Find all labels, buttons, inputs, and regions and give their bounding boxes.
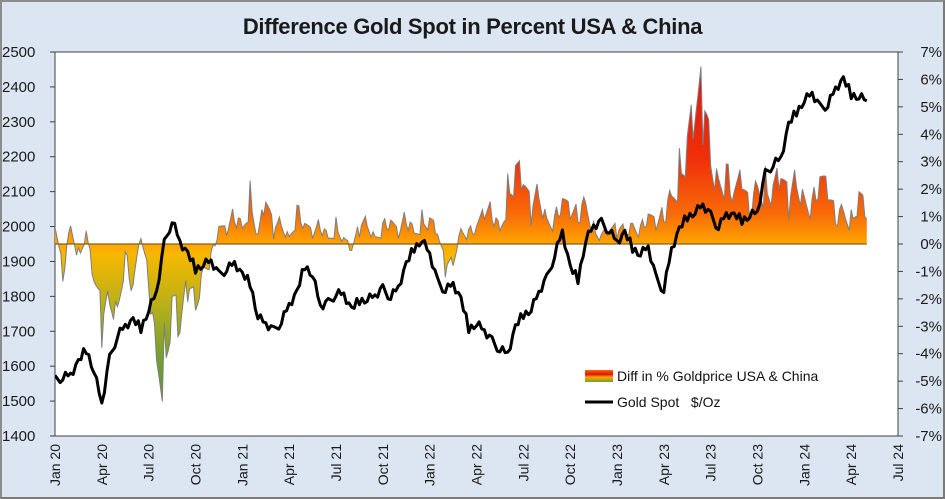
x-axis-tick-label: Apr 22 [469,444,485,485]
x-axis-tick-label: Jan 24 [796,444,812,486]
left-axis-tick-label: 1400 [2,428,35,445]
right-axis-tick-label: 1% [920,209,942,226]
right-axis-tick-label: -4% [915,346,942,363]
diff-area-fill [55,66,867,402]
right-axis-tick-label: -3% [915,318,942,335]
x-axis-tick-label: Jul 21 [328,444,344,482]
gold-spot-line [55,75,868,405]
chart-title: Difference Gold Spot in Percent USA & Ch… [242,14,703,39]
x-axis-tick-label: Jan 20 [47,444,63,486]
x-axis-tick-label: Oct 20 [188,444,204,485]
right-axis-tick-label: -7% [915,428,942,445]
right-axis-tick-label: 0% [920,236,942,253]
right-axis-tick-label: -2% [915,291,942,308]
left-axis-tick-label: 1800 [2,288,35,305]
right-axis-tick-label: -5% [915,373,942,390]
x-axis-tick-label: Jul 22 [515,444,531,482]
right-axis-tick-label: 5% [920,99,942,116]
right-axis-tick-label: 7% [920,44,942,61]
right-axis-tick-label: -6% [915,401,942,418]
left-axis-tick-label: 2200 [2,149,35,166]
x-axis-tick-label: Jan 22 [422,444,438,486]
left-axis-tick-label: 1500 [2,393,35,410]
right-axis-tick-label: 3% [920,154,942,171]
left-axis-tick-label: 2500 [2,44,35,61]
legend-label-diff: Diff in % Goldprice USA & China [617,368,818,384]
gold-spot-series [55,75,868,405]
right-axis-tick-label: -1% [915,263,942,280]
legend-label-gold: Gold Spot $/Oz [617,394,721,410]
left-axis-tick-label: 2100 [2,184,35,201]
x-axis-tick-label: Jul 23 [703,444,719,482]
x-axis-tick-label: Apr 24 [843,444,859,485]
x-axis-tick-label: Apr 20 [94,444,110,485]
x-axis-tick-label: Oct 21 [375,444,391,485]
diff-area-outline [55,66,868,402]
left-axis-tick-label: 1600 [2,358,35,375]
left-axis: 1400 1500 1600 1700 1800 1900 2000 2100 2200 2300… [2,44,55,445]
left-axis-tick-label: 1900 [2,253,35,270]
right-axis-tick-label: 4% [920,126,942,143]
legend-swatch-diff [585,370,613,382]
left-axis-tick-label: 1700 [2,323,35,340]
legend: Diff in % Goldprice USA & China Gold Spo… [585,368,818,410]
x-axis-tick-label: Jan 21 [234,444,250,486]
left-axis-tick-label: 2400 [2,79,35,96]
left-axis-tick-label: 2000 [2,219,35,236]
x-axis-tick-label: Apr 23 [656,444,672,485]
diff-area-series [55,66,868,402]
x-axis-tick-label: Oct 22 [562,444,578,485]
right-axis-tick-label: 6% [920,71,942,88]
left-axis-tick-label: 2300 [2,114,35,131]
x-axis-tick-label: Jul 20 [141,444,157,482]
right-axis: 7% 6% 5% 4% 3% 2% 1% 0% -1% -2% -3% -4% -5% -6% -7% [897,44,942,445]
x-axis: Jan 20 Apr 20 Jul 20 Oct 20 Jan 21 Apr 21 Jul … [47,444,906,486]
x-axis-tick-label: Jan 23 [609,444,625,486]
right-axis-tick-label: 2% [920,181,942,198]
x-axis-tick-label: Jul 24 [890,444,906,482]
x-axis-tick-label: Oct 23 [750,444,766,485]
x-axis-tick-label: Apr 21 [281,444,297,485]
